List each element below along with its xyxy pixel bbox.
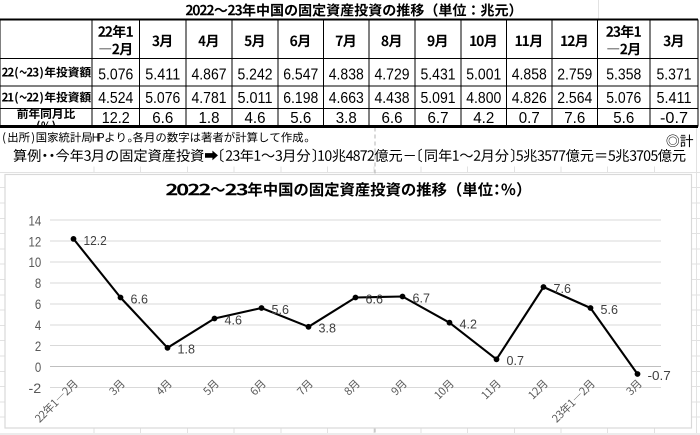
svg-text:2.759: 2.759 (557, 66, 592, 83)
svg-text:4.781: 4.781 (192, 90, 227, 107)
svg-text:5.6: 5.6 (272, 302, 289, 317)
svg-text:6.547: 6.547 (283, 66, 318, 83)
svg-text:6.7: 6.7 (413, 290, 430, 305)
svg-text:-0.7: -0.7 (648, 368, 671, 383)
svg-text:5.6: 5.6 (290, 110, 311, 127)
svg-text:5.076: 5.076 (98, 66, 133, 83)
svg-text:12: 12 (29, 233, 42, 249)
svg-text:6.7: 6.7 (428, 110, 449, 127)
svg-text:5.358: 5.358 (606, 66, 641, 83)
svg-text:6.6: 6.6 (131, 291, 148, 306)
svg-text:4.858: 4.858 (512, 66, 547, 83)
svg-text:5.011: 5.011 (238, 90, 273, 107)
svg-text:5.076: 5.076 (606, 90, 641, 107)
svg-text:6.6: 6.6 (382, 110, 403, 127)
svg-text:0: 0 (35, 359, 42, 375)
svg-text:4.6: 4.6 (245, 110, 266, 127)
svg-text:4.729: 4.729 (375, 66, 410, 83)
svg-text:4.867: 4.867 (192, 66, 227, 83)
svg-text:-0.7: -0.7 (660, 110, 688, 127)
svg-text:6.198: 6.198 (283, 90, 318, 107)
svg-text:12.2: 12.2 (102, 110, 130, 127)
svg-text:1.8: 1.8 (199, 110, 220, 127)
svg-text:7.6: 7.6 (554, 281, 571, 296)
svg-text:6.6: 6.6 (366, 291, 383, 306)
svg-text:5.6: 5.6 (613, 110, 634, 127)
svg-text:-2: -2 (29, 380, 42, 396)
svg-text:1.8: 1.8 (178, 342, 195, 357)
svg-text:4.2: 4.2 (473, 110, 494, 127)
svg-text:12.2: 12.2 (84, 233, 107, 248)
svg-text:4.524: 4.524 (98, 90, 133, 107)
svg-text:3.8: 3.8 (319, 321, 336, 336)
svg-text:14: 14 (29, 212, 42, 228)
svg-text:7.6: 7.6 (564, 110, 585, 127)
svg-text:3.8: 3.8 (336, 110, 357, 127)
svg-text:6.6: 6.6 (152, 110, 173, 127)
svg-text:5.371: 5.371 (657, 66, 692, 83)
svg-text:5.001: 5.001 (466, 66, 501, 83)
svg-text:5.431: 5.431 (421, 66, 456, 83)
svg-text:8: 8 (35, 275, 42, 291)
svg-text:4: 4 (35, 317, 42, 333)
svg-text:4.826: 4.826 (512, 90, 547, 107)
svg-text:4.838: 4.838 (329, 66, 364, 83)
svg-text:0.7: 0.7 (519, 110, 540, 127)
svg-text:5.6: 5.6 (601, 302, 618, 317)
svg-text:5.091: 5.091 (421, 90, 456, 107)
svg-text:0.7: 0.7 (507, 353, 524, 368)
svg-text:5.411: 5.411 (145, 66, 180, 83)
svg-text:4.800: 4.800 (466, 90, 501, 107)
svg-text:5.076: 5.076 (145, 90, 180, 107)
svg-text:5.242: 5.242 (238, 66, 273, 83)
svg-text:4.438: 4.438 (375, 90, 410, 107)
svg-text:10: 10 (29, 254, 42, 270)
svg-text:5.411: 5.411 (657, 90, 692, 107)
svg-text:4.2: 4.2 (460, 317, 477, 332)
svg-text:4.663: 4.663 (329, 90, 364, 107)
svg-text:2: 2 (35, 338, 42, 354)
svg-text:2.564: 2.564 (557, 90, 592, 107)
svg-text:6: 6 (35, 296, 42, 312)
svg-text:4.6: 4.6 (225, 312, 242, 327)
